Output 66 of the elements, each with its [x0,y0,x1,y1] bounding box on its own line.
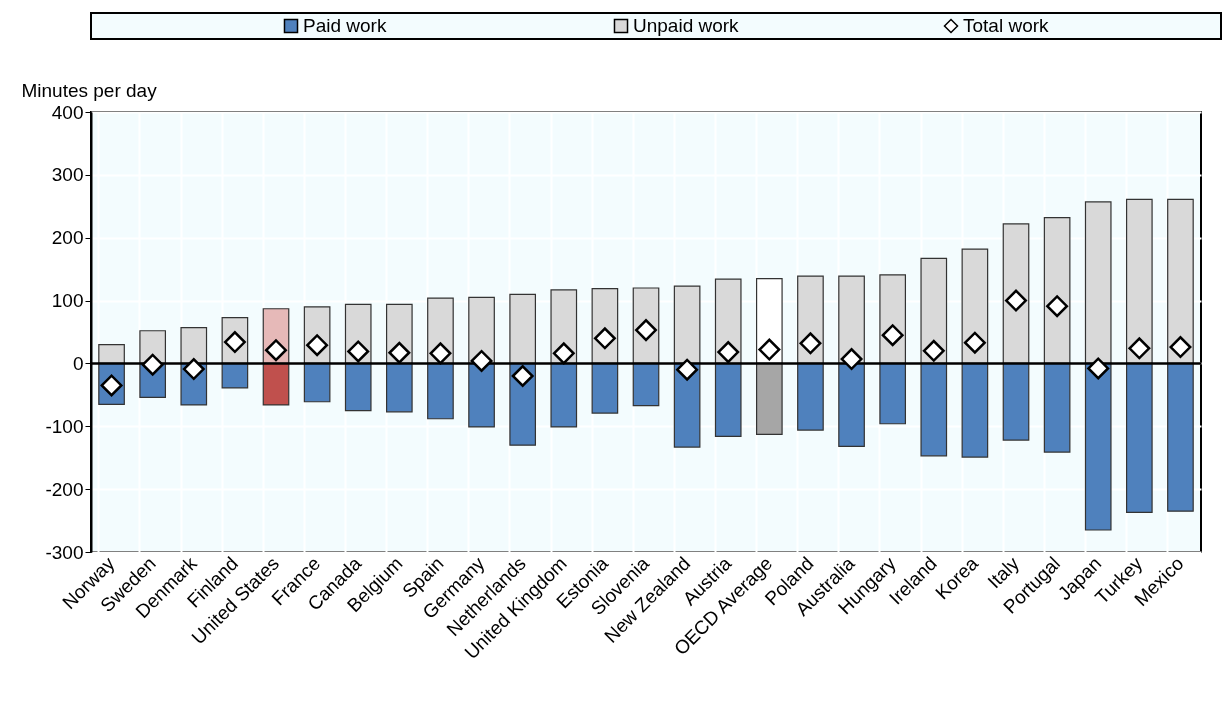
bar [797,362,824,431]
y-tick-label: -200 [45,478,84,500]
point [676,358,699,381]
bar [1084,201,1112,365]
point [758,338,781,361]
point [963,331,986,354]
bar [1167,198,1194,365]
bar [180,327,208,365]
bar [468,362,495,428]
point [593,327,616,350]
point [799,332,822,355]
bar [673,285,701,365]
point [840,348,863,371]
legend-label: Paid work [303,15,387,36]
bar [1125,362,1153,513]
point [1087,357,1110,380]
point [1046,295,1069,318]
point [347,340,370,363]
bar [755,362,783,436]
point [881,324,904,347]
bar [262,362,290,406]
bar [920,362,948,457]
bar [344,362,372,412]
y-tick-label: -100 [45,415,84,437]
bar [1043,362,1071,453]
bar [1043,217,1071,365]
bar [879,362,907,425]
point [511,365,534,387]
bar [714,362,742,437]
bar [961,362,989,458]
bar [632,362,660,407]
point [470,349,493,372]
y-tick-label: 0 [72,352,84,374]
point [1005,289,1027,312]
point [717,341,740,364]
bar [98,343,125,365]
y-axis-title: Minutes per day [21,79,158,101]
bar [1084,362,1112,531]
y-tick-label: 100 [51,290,84,312]
y-tick-label: -300 [45,541,84,563]
bar [1125,198,1153,365]
bar [303,362,331,403]
legend-label: Unpaid work [633,15,740,36]
bar [838,362,865,447]
y-tick-label: 200 [51,227,84,249]
point [1169,336,1192,359]
bar [1002,223,1030,365]
bar [591,362,619,414]
point [429,342,452,365]
bar [385,362,413,413]
y-tick-label: 400 [51,101,84,123]
point [182,358,205,381]
point [922,339,945,362]
point [552,342,575,365]
bar [550,362,578,428]
y-tick-label: 300 [51,164,84,186]
bar [1167,362,1194,512]
point [141,353,164,376]
point [1128,337,1151,360]
legend-label: Total work [963,15,1050,36]
bar [427,362,454,420]
bar [509,293,537,365]
bar [221,362,249,389]
point [265,339,287,362]
bar [1002,362,1030,441]
point [388,341,411,364]
